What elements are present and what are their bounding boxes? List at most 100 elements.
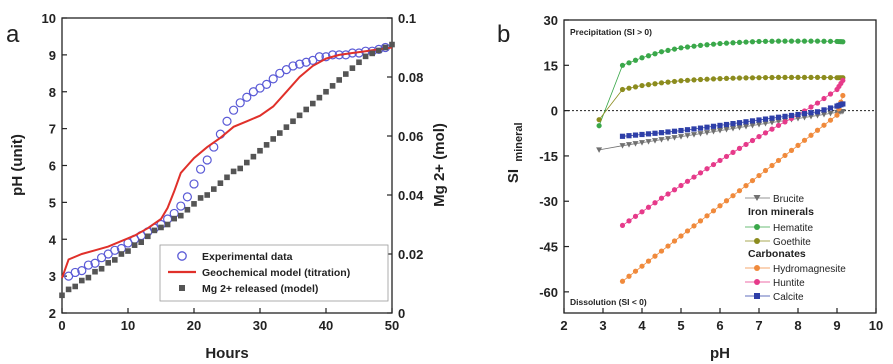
data-point-calcite [697, 125, 704, 131]
data-point-hydromagnesite [619, 278, 626, 284]
panel-label-b: b [497, 21, 510, 48]
data-point-goethite [775, 74, 782, 80]
data-point-goethite [619, 86, 626, 93]
data-point-hydromagnesite [717, 203, 723, 209]
y2-tick-label-a: 0.04 [398, 188, 424, 203]
y2-tick-label-a: 0.1 [398, 11, 416, 26]
data-point-brucite [710, 129, 717, 135]
series-line-geochemical-model-titration [61, 46, 393, 279]
data-point-mg-2-released-model [158, 224, 164, 231]
x-tick-label-a: 20 [187, 318, 201, 333]
data-point-goethite [827, 74, 834, 81]
data-point-experimental-data [222, 116, 232, 126]
data-point-brucite [684, 133, 691, 139]
data-point-experimental-data [90, 258, 100, 268]
data-point-hematite [821, 38, 827, 44]
data-point-hematite [671, 46, 678, 52]
data-point-hydromagnesite [691, 223, 697, 229]
data-point-brucite [665, 136, 671, 142]
x-tick-label-a: 40 [319, 318, 333, 333]
data-point-calcite [632, 132, 639, 138]
data-point-brucite [736, 125, 743, 131]
y2-tick-label-a: 0 [398, 306, 405, 321]
data-point-mg-2-released-model [356, 59, 362, 66]
data-point-hydromagnesite [639, 263, 645, 269]
data-point-goethite [678, 78, 684, 84]
data-point-goethite [626, 85, 632, 91]
data-point-hydromagnesite [814, 127, 821, 133]
data-point-hematite [808, 38, 814, 44]
data-point-huntite [749, 137, 756, 144]
data-point-mg-2-released-model [98, 265, 105, 272]
data-point-brucite [671, 135, 678, 141]
x-tick-label-a: 50 [385, 318, 399, 333]
data-point-goethite [665, 79, 671, 85]
data-point-brucite [756, 122, 762, 128]
data-point-brucite [769, 119, 775, 126]
data-point-brucite [596, 147, 603, 153]
data-point-brucite [619, 143, 626, 149]
data-point-mg-2-released-model [369, 50, 375, 57]
data-point-mg-2-released-model [244, 159, 250, 166]
data-point-goethite [782, 74, 788, 80]
data-point-experimental-data [70, 267, 80, 278]
data-point-hydromagnesite [710, 208, 717, 214]
chart-b: b 2 3 4 5 6 7 8 9 10 -60 -45 -30 -15 0 15 30 pH SI min… [497, 13, 883, 362]
data-point-calcite [723, 121, 730, 128]
data-point-mg-2-released-model [65, 286, 72, 293]
data-point-goethite [736, 75, 743, 81]
y-tick-label-a: 3 [49, 269, 56, 284]
y-tick-label-a: 7 [49, 122, 56, 137]
data-point-mg-2-released-model [257, 147, 263, 154]
data-point-mg-2-released-model [270, 136, 276, 142]
data-point-mg-2-released-model [79, 277, 85, 284]
data-point-goethite [596, 117, 602, 123]
data-point-mg-2-released-model [237, 165, 243, 172]
data-point-hematite [827, 38, 834, 44]
data-point-hematite [743, 39, 749, 45]
data-point-goethite [743, 75, 749, 81]
x-tick-label-a: 30 [253, 318, 267, 333]
data-point-hematite [639, 55, 645, 61]
data-point-mg-2-released-model [112, 257, 118, 263]
x-tick-label-b: 7 [755, 318, 762, 333]
data-point-experimental-data [295, 59, 305, 69]
data-point-mg-2-released-model [263, 142, 270, 148]
data-point-brucite [743, 124, 749, 130]
data-point-goethite [632, 84, 639, 90]
data-point-brucite [808, 113, 814, 120]
data-point-huntite [710, 161, 717, 168]
data-point-hydromagnesite [697, 218, 704, 224]
data-point-calcite [645, 131, 652, 137]
y-axis-b: -60 -45 -30 -15 0 15 30 [539, 13, 569, 300]
data-point-hydromagnesite [658, 248, 665, 254]
y-axis-label-b: SI mineral [505, 122, 525, 183]
series-group-b [596, 38, 846, 284]
data-point-calcite [769, 115, 775, 121]
data-point-goethite [795, 74, 801, 80]
data-point-mg-2-released-model [178, 212, 184, 219]
data-point-hydromagnesite [769, 162, 775, 169]
data-point-hematite [684, 44, 691, 50]
data-point-huntite [671, 187, 678, 193]
data-point-hematite [596, 123, 602, 129]
data-point-experimental-data [196, 164, 206, 174]
data-point-brucite [678, 134, 684, 140]
data-point-huntite [652, 200, 658, 206]
data-point-brucite [839, 109, 846, 115]
legend-a: Experimental data Geochemical model (tit… [159, 244, 389, 302]
data-point-calcite [704, 124, 710, 130]
data-point-hydromagnesite [736, 188, 743, 194]
data-point-mg-2-released-model [145, 233, 151, 240]
x-tick-label-b: 10 [869, 318, 883, 333]
data-point-brucite [626, 142, 632, 148]
y-tick-label-b: -45 [539, 240, 558, 255]
data-point-goethite [658, 80, 665, 86]
data-point-calcite [717, 122, 723, 129]
data-point-calcite [782, 113, 788, 119]
data-point-goethite [697, 76, 704, 83]
data-point-mg-2-released-model [204, 192, 210, 198]
series-group-a [59, 41, 395, 299]
data-point-goethite [788, 74, 795, 80]
